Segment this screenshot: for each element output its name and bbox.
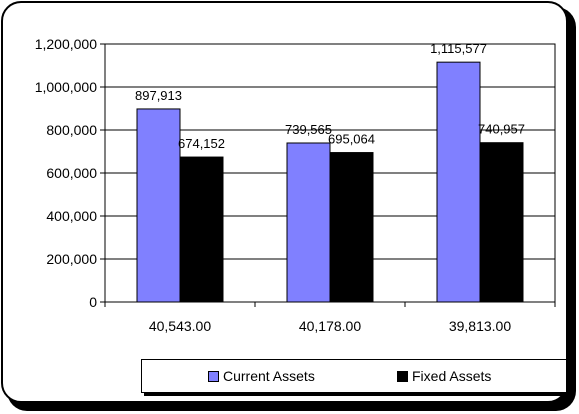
y-tick-label: 600,000 — [46, 165, 97, 181]
y-tick-label: 400,000 — [46, 208, 97, 224]
bar — [179, 156, 224, 303]
bar — [136, 108, 181, 303]
bar — [436, 61, 481, 303]
data-label: 1,115,577 — [430, 41, 487, 56]
y-tick-label: 200,000 — [46, 251, 97, 267]
legend: Current Assets Fixed Assets — [141, 359, 567, 393]
data-label: 740,957 — [478, 122, 525, 137]
x-tick-label: 40,543.00 — [149, 318, 211, 334]
legend-swatch-current-assets — [208, 370, 219, 382]
y-tick-label: 1,000,000 — [35, 79, 97, 95]
data-label: 674,152 — [178, 136, 225, 151]
data-label: 739,565 — [285, 122, 332, 137]
y-tick-label: 800,000 — [46, 122, 97, 138]
bar — [479, 142, 524, 303]
bar — [286, 142, 331, 303]
y-tick-label: 1,200,000 — [35, 36, 97, 52]
legend-label-current-assets: Current Assets — [223, 368, 315, 384]
legend-item-fixed-assets: Fixed Assets — [397, 368, 491, 384]
bar — [329, 152, 374, 303]
x-tick-label: 40,178.00 — [299, 318, 361, 334]
y-tick-label: 0 — [89, 294, 97, 310]
legend-item-current-assets: Current Assets — [208, 368, 315, 384]
legend-label-fixed-assets: Fixed Assets — [412, 368, 492, 384]
data-label: 695,064 — [328, 132, 375, 147]
x-tick-label: 39,813.00 — [449, 318, 511, 334]
legend-swatch-fixed-assets — [397, 370, 408, 382]
data-label: 897,913 — [135, 88, 182, 103]
